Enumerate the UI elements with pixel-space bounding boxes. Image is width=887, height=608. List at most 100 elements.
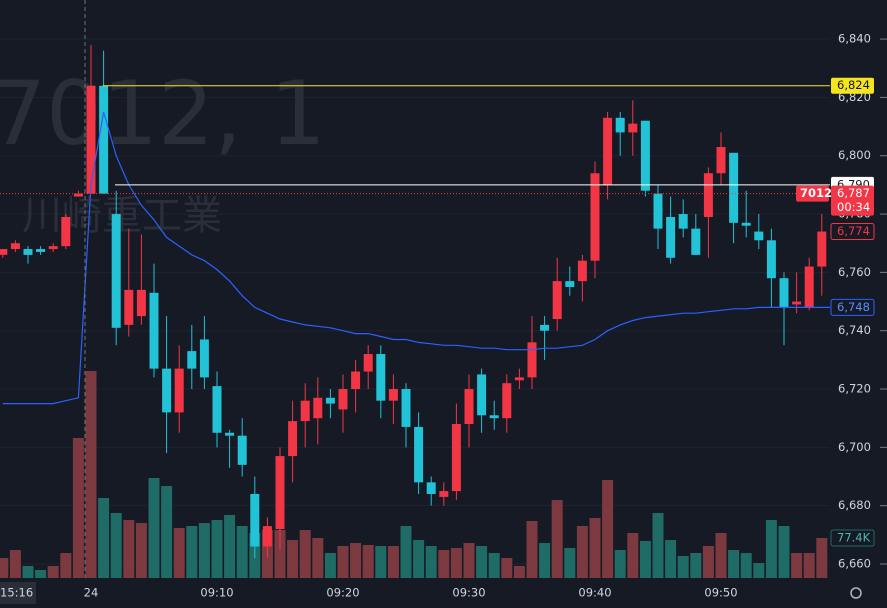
candle-body [754,231,764,241]
volume-bar [778,526,790,578]
candle-body [250,494,260,547]
candle-body [187,351,197,369]
candle-body [212,386,222,433]
candle-body [640,120,650,191]
y-tick-label: 6,660 [838,557,871,571]
countdown-label: 00:34 [837,200,870,214]
candle-body [73,193,83,197]
candle-body [464,389,474,425]
current-box [831,185,874,216]
volume-bar [488,552,500,578]
candle-body [237,435,247,465]
x-tick-label: 24 [84,586,99,600]
volume-bar [9,549,21,578]
candle-body [388,389,398,401]
candle-body [225,432,235,436]
y-tick-label: 6,760 [838,265,871,279]
volume-bar [602,480,614,578]
candle-body [489,415,499,419]
axis: 6,6606,6806,7006,7206,7406,7606,7806,800… [796,32,887,571]
candle-body [540,324,550,331]
volume-bar [728,549,740,578]
x-tick-label: 09:10 [200,586,233,600]
x-tick-label: 09:50 [704,586,737,600]
candle-body [451,424,461,492]
volume-bar [614,549,626,578]
candle-body [338,389,348,410]
candle-body [288,421,298,457]
volume-bar [98,498,110,578]
candle-body [653,193,663,229]
candle-body [716,146,726,174]
y-tick-label: 6,800 [838,148,871,162]
volume-bar [526,520,538,578]
volume-bar [425,546,437,578]
volume-bar [589,518,601,578]
candle-body [376,354,386,401]
x-tick-label: 09:20 [326,586,359,600]
volume-bar [135,523,147,578]
candle-body [351,371,361,390]
candle-body [792,301,802,305]
volume-bar [677,555,689,578]
candle-body [401,389,411,427]
candle-body [313,397,323,419]
candle-body [325,397,335,404]
volume-bar [299,529,311,578]
crosshair-box [0,582,36,604]
candle-body [779,278,789,308]
ma-box [830,298,875,316]
candle-body [414,426,424,483]
volume-bar [627,532,639,578]
candle-body [86,85,96,194]
candle-body [199,339,209,378]
volume-bar [198,523,210,578]
candle-body [628,123,638,133]
volume-bar [337,546,349,578]
volume-bar [501,558,513,578]
volume-bar [211,520,223,578]
volume-bar [450,547,462,578]
x-tick-label: 09:30 [452,586,485,600]
volume-bar [312,538,324,578]
candle-body [363,354,373,372]
volume-bar [85,371,97,578]
volume-bar [791,552,803,578]
symbol-box [796,185,829,202]
volume-bar [803,552,815,578]
candle-body [426,482,436,495]
y-tick-label: 6,740 [838,323,871,337]
volume-bar [740,552,752,578]
volume-bar [816,538,828,578]
candle-body [61,216,71,247]
volume-bar [22,566,34,578]
candle-body [804,266,814,308]
candle-body [729,152,739,223]
volume-bar [564,547,576,578]
candle-body [300,400,310,422]
candle-body [766,240,776,279]
y-tick-label: 6,840 [838,32,871,46]
candle-body [162,368,172,413]
ma-label: 6,748 [837,300,870,314]
candle-body [477,374,487,416]
candle-body [691,228,701,255]
candle-body [111,214,121,328]
volume-bar [60,552,72,578]
candle-body [124,289,134,325]
candle-body [262,526,272,547]
candle-body [741,222,751,226]
volume-bar [551,500,563,578]
volume-bar [765,520,777,578]
settings-icon[interactable] [850,587,862,599]
candle-body [527,342,537,378]
candle-body [0,249,8,255]
candle-body [48,246,58,250]
volume-bar [715,532,727,578]
volume-bar [639,540,651,578]
candle-body [615,117,625,133]
volume-bar [148,478,160,578]
candle-body [10,243,20,250]
volume-bar [47,566,59,578]
